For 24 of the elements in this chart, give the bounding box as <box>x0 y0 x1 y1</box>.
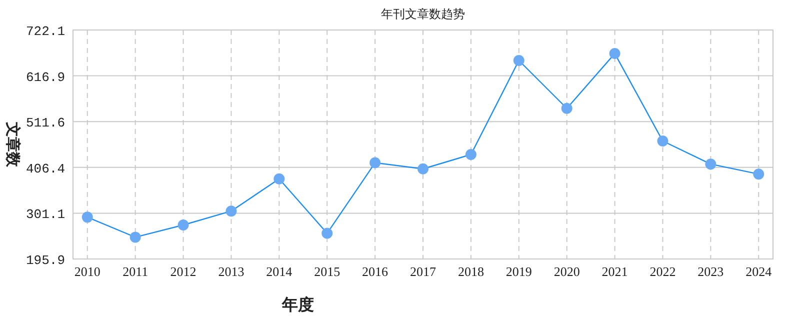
x-tick-label: 2021 <box>602 264 628 279</box>
x-tick-label: 2019 <box>506 264 532 279</box>
x-tick-label: 2015 <box>314 264 340 279</box>
y-tick-label: 722.1 <box>26 24 66 39</box>
y-axis-title: 文章数 <box>4 121 22 168</box>
chart-title: 年刊文章数趋势 <box>381 7 465 21</box>
y-tick-label: 511.6 <box>26 116 65 131</box>
x-tick-label: 2013 <box>218 264 244 279</box>
x-tick-label: 2017 <box>410 264 436 279</box>
x-tick-label: 2022 <box>650 264 676 279</box>
y-tick-label: 616.9 <box>26 70 65 85</box>
y-tick-label: 195.9 <box>26 253 65 268</box>
x-axis-title: 年度 <box>281 295 314 314</box>
y-tick-label: 406.4 <box>26 161 66 176</box>
y-tick-label: 301.1 <box>26 207 66 222</box>
x-tick-label: 2010 <box>74 264 100 279</box>
x-tick-label: 2016 <box>362 264 389 279</box>
x-tick-label: 2014 <box>266 264 293 279</box>
x-tick-label: 2023 <box>698 264 724 279</box>
x-tick-label: 2011 <box>122 264 148 279</box>
x-tick-label: 2024 <box>746 264 772 279</box>
x-tick-label: 2020 <box>554 264 580 279</box>
x-tick-label: 2018 <box>458 264 484 279</box>
x-tick-label: 2012 <box>170 264 196 279</box>
